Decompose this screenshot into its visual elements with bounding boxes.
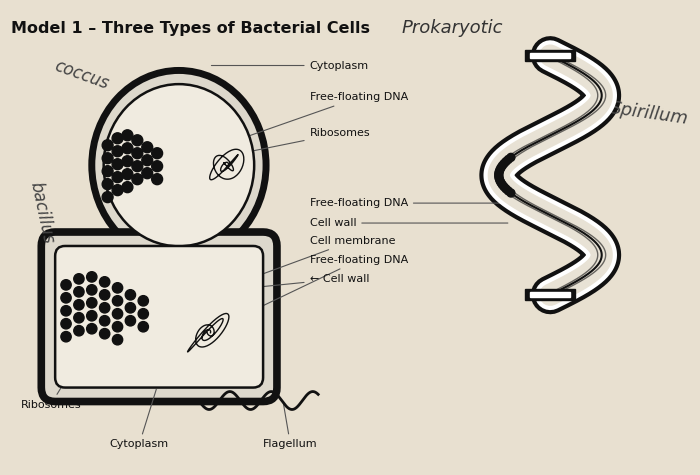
Circle shape xyxy=(497,179,505,187)
Circle shape xyxy=(87,298,97,308)
Circle shape xyxy=(102,191,113,203)
Circle shape xyxy=(132,135,143,146)
Circle shape xyxy=(112,159,123,170)
Bar xyxy=(531,292,570,297)
Circle shape xyxy=(132,174,143,185)
Circle shape xyxy=(122,156,133,167)
Text: Ribosomes: Ribosomes xyxy=(160,128,370,170)
Circle shape xyxy=(99,315,110,326)
Circle shape xyxy=(113,295,122,306)
Text: Cytoplasm: Cytoplasm xyxy=(211,60,369,70)
Circle shape xyxy=(495,170,503,178)
Circle shape xyxy=(87,323,97,334)
Circle shape xyxy=(142,168,153,179)
Circle shape xyxy=(502,185,510,193)
Circle shape xyxy=(87,272,97,282)
Text: Model 1 – Three Types of Bacterial Cells: Model 1 – Three Types of Bacterial Cells xyxy=(10,20,370,36)
Circle shape xyxy=(122,169,133,180)
Text: Flagellum: Flagellum xyxy=(263,403,318,449)
Circle shape xyxy=(122,130,133,141)
Circle shape xyxy=(112,133,123,144)
Circle shape xyxy=(497,164,505,172)
Bar xyxy=(531,53,570,58)
Ellipse shape xyxy=(104,84,254,247)
Circle shape xyxy=(138,295,148,306)
Circle shape xyxy=(152,148,162,159)
Text: Cell wall: Cell wall xyxy=(309,218,508,228)
Text: Cell membrane: Cell membrane xyxy=(262,236,395,274)
Text: Ribosomes: Ribosomes xyxy=(20,359,81,409)
Circle shape xyxy=(502,158,510,166)
Text: bacillus: bacillus xyxy=(27,180,57,246)
Bar xyxy=(526,289,575,300)
Circle shape xyxy=(125,315,136,326)
Circle shape xyxy=(496,176,504,184)
Text: coccus: coccus xyxy=(52,57,111,94)
Circle shape xyxy=(495,168,503,176)
Circle shape xyxy=(113,322,122,332)
Circle shape xyxy=(61,332,71,342)
Circle shape xyxy=(495,172,503,180)
Circle shape xyxy=(74,300,84,310)
FancyBboxPatch shape xyxy=(55,246,263,388)
Ellipse shape xyxy=(92,70,266,260)
Text: Free-floating DNA: Free-floating DNA xyxy=(309,198,501,208)
Circle shape xyxy=(498,162,506,170)
Circle shape xyxy=(152,174,162,185)
Circle shape xyxy=(122,143,133,154)
Circle shape xyxy=(61,293,71,303)
Circle shape xyxy=(113,309,122,319)
Circle shape xyxy=(495,174,503,182)
Circle shape xyxy=(74,325,84,336)
Circle shape xyxy=(152,161,162,171)
Circle shape xyxy=(61,280,71,290)
Circle shape xyxy=(496,166,504,174)
Circle shape xyxy=(505,187,512,195)
Circle shape xyxy=(112,146,123,157)
Circle shape xyxy=(61,305,71,316)
Circle shape xyxy=(102,179,113,190)
FancyBboxPatch shape xyxy=(41,232,277,401)
Circle shape xyxy=(498,180,506,189)
Text: Cytoplasm: Cytoplasm xyxy=(110,389,169,449)
Circle shape xyxy=(500,160,508,168)
Circle shape xyxy=(132,161,143,171)
Circle shape xyxy=(142,142,153,153)
Circle shape xyxy=(112,185,123,196)
Circle shape xyxy=(125,290,136,300)
Text: Free-floating DNA: Free-floating DNA xyxy=(213,255,408,330)
Circle shape xyxy=(99,303,110,313)
Circle shape xyxy=(102,153,113,164)
Circle shape xyxy=(138,309,148,319)
Circle shape xyxy=(125,303,136,313)
Circle shape xyxy=(87,285,97,295)
Text: ← Cell wall: ← Cell wall xyxy=(263,274,369,286)
Circle shape xyxy=(112,171,123,183)
Circle shape xyxy=(74,313,84,323)
Circle shape xyxy=(132,148,143,159)
Circle shape xyxy=(500,183,508,190)
Circle shape xyxy=(113,334,122,345)
Circle shape xyxy=(99,290,110,300)
Circle shape xyxy=(505,155,512,163)
Circle shape xyxy=(74,286,84,297)
Text: Prokaryotic: Prokaryotic xyxy=(402,19,503,37)
Circle shape xyxy=(507,189,515,197)
Circle shape xyxy=(74,274,84,284)
Circle shape xyxy=(138,322,148,332)
Circle shape xyxy=(507,153,515,162)
Text: Free-floating DNA: Free-floating DNA xyxy=(239,93,408,139)
Circle shape xyxy=(142,155,153,166)
Circle shape xyxy=(61,319,71,329)
Circle shape xyxy=(99,276,110,287)
Circle shape xyxy=(122,181,133,193)
Circle shape xyxy=(102,140,113,151)
Bar xyxy=(526,50,575,61)
Circle shape xyxy=(113,283,122,293)
Circle shape xyxy=(87,311,97,321)
Circle shape xyxy=(99,329,110,339)
Text: Spirillum: Spirillum xyxy=(609,99,690,128)
Circle shape xyxy=(102,166,113,177)
